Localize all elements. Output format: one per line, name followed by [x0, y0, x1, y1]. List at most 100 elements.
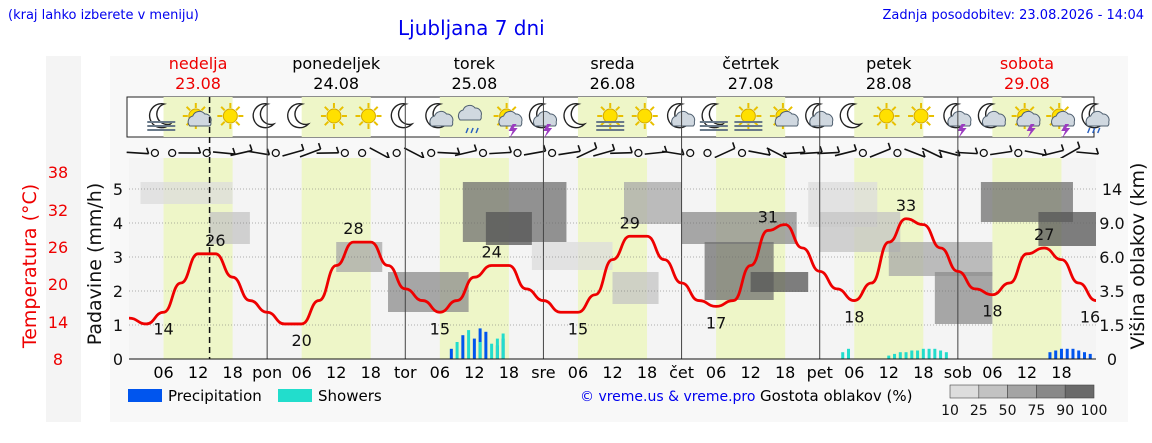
- temperature-tick: 32: [48, 201, 68, 220]
- wind-barb-icon: [437, 147, 461, 155]
- wind-barb-icon: [1041, 144, 1065, 157]
- temperature-tick: 8: [53, 350, 63, 369]
- moon-cloud-icon: [977, 103, 1006, 129]
- cloud-scale-swatch: [949, 384, 980, 399]
- precipitation-bar: [461, 335, 465, 359]
- day-name-4: četrtek: [722, 54, 780, 73]
- showers-swatch: [278, 389, 312, 402]
- sun-storm-icon: [493, 103, 523, 138]
- wind-calm-icon: [168, 148, 177, 158]
- sun-cloud-icon: [182, 103, 212, 129]
- cloud-density-patch: [388, 272, 469, 312]
- wind-barb-icon: [921, 147, 943, 159]
- sun-storm-icon: [1046, 103, 1076, 138]
- day-date-0: 23.08: [175, 74, 221, 93]
- hour-label: 18: [361, 363, 381, 382]
- cloud-height-tick: 0: [1107, 350, 1117, 369]
- temperature-axis-label: Temperatura (°C): [19, 184, 41, 349]
- showers-bar: [478, 342, 482, 359]
- precipitation-bar: [1082, 352, 1086, 359]
- precipitation-swatch: [128, 389, 162, 402]
- hour-label: 12: [188, 363, 208, 382]
- showers-bar: [898, 352, 902, 359]
- hour-label: 18: [499, 363, 519, 382]
- wind-barb-icon: [576, 142, 598, 159]
- showers-bar: [927, 348, 931, 359]
- showers-bar: [887, 355, 891, 359]
- day-abbr-2: tor: [394, 363, 417, 382]
- cloud-density-patch: [819, 212, 901, 252]
- sun-icon: [355, 103, 382, 129]
- cloud-scale-label: 75: [1027, 403, 1045, 419]
- wind-calm-icon: [547, 148, 557, 158]
- wind-barb-icon: [454, 144, 478, 157]
- cloud-rain-icon: [457, 104, 482, 134]
- wind-calm-icon: [478, 148, 488, 158]
- day-date-4: 27.08: [728, 74, 774, 93]
- cloud-height-tick: 9.0: [1099, 214, 1124, 233]
- temperature-tick: 26: [48, 238, 68, 257]
- cloud-scale-swatch: [1036, 384, 1066, 399]
- wind-calm-icon: [340, 148, 349, 158]
- temperature-line: [128, 217, 1097, 326]
- day-name-5: petek: [866, 54, 912, 73]
- precipitation-bar: [1065, 348, 1069, 359]
- cloud-height-tick: 1.5: [1099, 316, 1124, 335]
- sun-storm-icon: [1011, 103, 1041, 138]
- wind-barb-icon: [748, 148, 771, 156]
- wind-barb-icon: [869, 142, 892, 158]
- temperature-label: 15: [430, 319, 450, 338]
- temperature-tick: 14: [48, 313, 68, 332]
- hour-label: 18: [637, 363, 657, 382]
- cloud-density-title: Gostota oblakov (%): [760, 387, 913, 405]
- cloud-density-patch: [612, 272, 659, 304]
- moon-icon: [839, 103, 864, 129]
- day-name-1: ponedeljek: [292, 54, 381, 73]
- precipitation-bar: [1088, 353, 1092, 359]
- sun-icon: [873, 103, 900, 129]
- day-date-6: 29.08: [1004, 74, 1050, 93]
- wind-barb-icon: [1076, 147, 1100, 155]
- moon-icon: [287, 103, 311, 129]
- showers-bar: [467, 330, 471, 359]
- wind-calm-icon: [427, 148, 436, 158]
- precipitation-legend-label: Precipitation: [168, 387, 262, 405]
- precipitation-tick: 4: [113, 214, 123, 233]
- sun-icon: [320, 103, 347, 129]
- temperature-label: 26: [205, 231, 225, 250]
- precipitation-bar: [1071, 348, 1075, 359]
- cloud-scale-swatch: [978, 384, 1008, 399]
- precipitation-bar: [484, 331, 488, 359]
- precipitation-bar: [1059, 348, 1063, 359]
- precipitation-bar: [1048, 352, 1052, 359]
- showers-bar: [490, 343, 494, 359]
- day-name-2: torek: [454, 54, 496, 73]
- cloud-height-tick: 3.5: [1099, 282, 1124, 301]
- temperature-label: 17: [706, 313, 726, 332]
- cloud-density-patch: [1038, 212, 1096, 246]
- hour-label: 12: [879, 363, 899, 382]
- cloud-density-patch: [750, 272, 809, 292]
- wind-calm-icon: [703, 148, 712, 158]
- wind-barb-icon: [247, 148, 271, 156]
- cloud-scale-swatch: [1064, 384, 1095, 399]
- hour-label: 12: [1017, 363, 1037, 382]
- showers-bar: [495, 338, 499, 359]
- moon-cloud-icon: [805, 103, 834, 129]
- hour-label: 12: [740, 363, 760, 382]
- moon-icon: [390, 103, 415, 129]
- temperature-label: 15: [568, 319, 588, 338]
- sun-icon: [217, 103, 244, 129]
- day-date-3: 26.08: [590, 74, 636, 93]
- cloud-height-tick: 14: [1102, 180, 1122, 199]
- temperature-label: 27: [1034, 225, 1054, 244]
- showers-bar: [916, 350, 920, 359]
- wind-calm-icon: [392, 148, 401, 158]
- hour-label: 06: [568, 363, 588, 382]
- day-abbr-3: sre: [531, 363, 555, 382]
- temperature-label: 16: [1080, 308, 1100, 327]
- showers-bar: [944, 352, 948, 359]
- wind-barb-icon: [817, 146, 841, 155]
- day-name-0: nedelja: [169, 54, 228, 73]
- day-abbr-4: čet: [669, 363, 694, 382]
